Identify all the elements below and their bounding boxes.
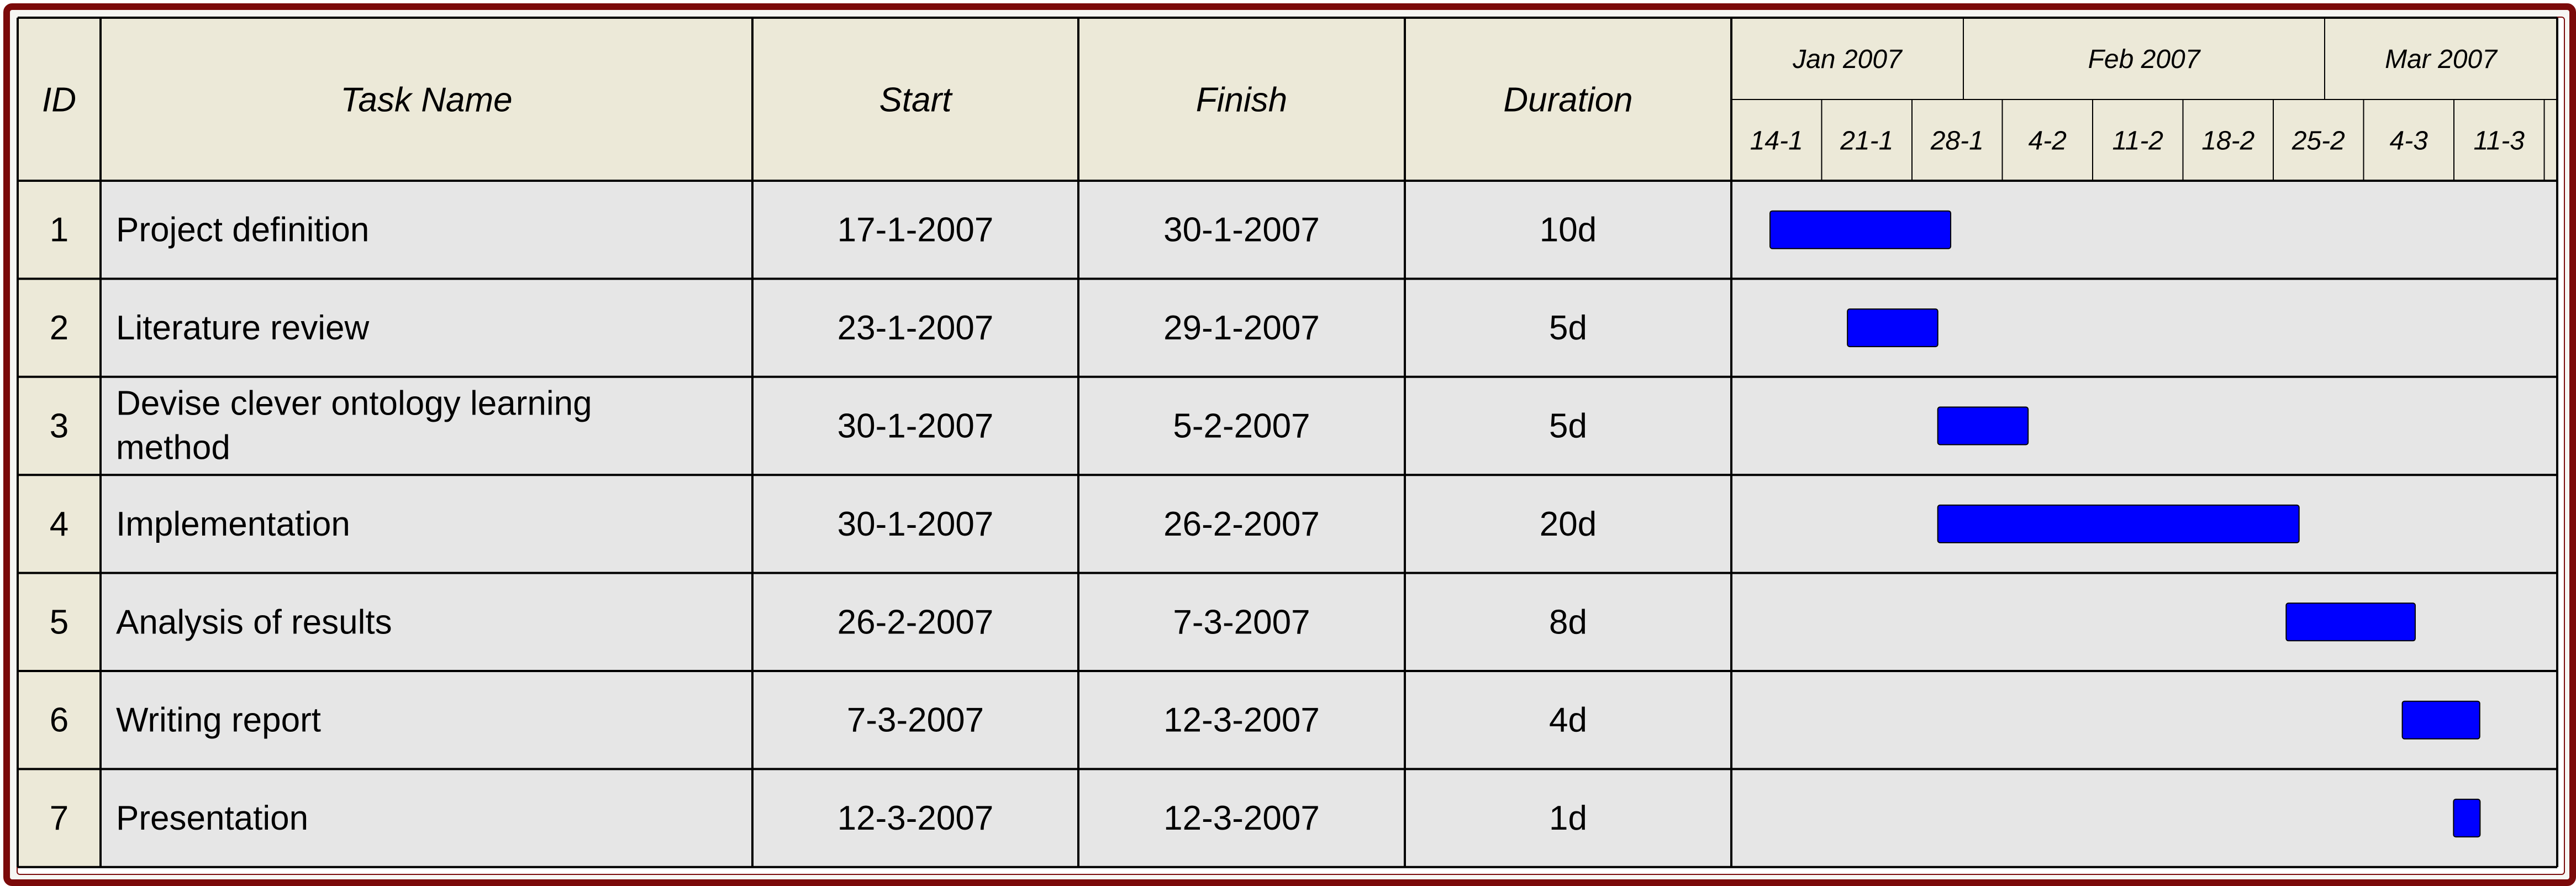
task-id: 7 <box>50 799 69 837</box>
header-start: Start <box>879 81 954 119</box>
week-tick-label: 18-2 <box>2201 127 2254 156</box>
task-finish: 12-3-2007 <box>1163 701 1320 740</box>
task-name: Devise clever ontology learning <box>116 385 592 423</box>
week-tick-label: 25-2 <box>2291 127 2345 156</box>
task-id: 6 <box>50 701 69 740</box>
task-duration: 10d <box>1540 211 1597 249</box>
month-label: Feb 2007 <box>2088 45 2201 74</box>
task-id: 4 <box>50 505 69 543</box>
task-name: Writing report <box>116 701 321 740</box>
header-finish: Finish <box>1196 81 1287 119</box>
week-tick-label: 4-2 <box>2029 127 2067 156</box>
task-finish: 12-3-2007 <box>1163 799 1320 837</box>
task-duration: 5d <box>1549 407 1587 445</box>
gantt-bar <box>2401 700 2480 740</box>
task-duration: 1d <box>1549 799 1587 837</box>
task-finish: 26-2-2007 <box>1163 505 1320 543</box>
header-duration: Duration <box>1503 81 1632 119</box>
task-name: method <box>116 429 230 467</box>
task-name: Presentation <box>116 799 308 837</box>
header-task-name: Task Name <box>340 81 512 119</box>
task-name: Literature review <box>116 309 370 347</box>
task-name: Analysis of results <box>116 603 392 641</box>
id-column-background <box>18 181 101 867</box>
task-name: Project definition <box>116 211 369 249</box>
week-tick-label: 21-1 <box>1840 127 1893 156</box>
week-tick-label: 14-1 <box>1750 127 1803 156</box>
task-duration: 8d <box>1549 603 1587 641</box>
task-duration: 20d <box>1540 505 1597 543</box>
gantt-bar <box>1937 406 2029 445</box>
task-start: 30-1-2007 <box>837 407 994 445</box>
task-start: 26-2-2007 <box>837 603 994 641</box>
gantt-bar <box>2453 799 2481 838</box>
task-finish: 7-3-2007 <box>1173 603 1310 641</box>
task-finish: 5-2-2007 <box>1173 407 1310 445</box>
month-label: Mar 2007 <box>2385 45 2498 74</box>
week-tick-label: 11-3 <box>2473 127 2525 156</box>
task-start: 30-1-2007 <box>837 505 994 543</box>
task-finish: 29-1-2007 <box>1163 309 1320 347</box>
gantt-bar <box>2285 602 2416 642</box>
gantt-bar <box>1937 504 2300 543</box>
gantt-bar <box>1769 210 1952 249</box>
week-tick-label: 28-1 <box>1930 127 1984 156</box>
task-start: 17-1-2007 <box>837 211 994 249</box>
task-start: 7-3-2007 <box>847 701 984 740</box>
task-duration: 5d <box>1549 309 1587 347</box>
gantt-bar <box>1847 308 1938 348</box>
task-duration: 4d <box>1549 701 1587 740</box>
task-id: 1 <box>50 211 69 249</box>
task-name: Implementation <box>116 505 350 543</box>
header-id: ID <box>42 81 76 119</box>
week-tick-label: 4-3 <box>2390 127 2429 156</box>
task-finish: 30-1-2007 <box>1163 211 1320 249</box>
task-id: 2 <box>50 309 69 347</box>
task-start: 12-3-2007 <box>837 799 994 837</box>
month-label: Jan 2007 <box>1792 45 1903 74</box>
task-start: 23-1-2007 <box>837 309 994 347</box>
task-id: 3 <box>50 407 69 445</box>
task-id: 5 <box>50 603 69 641</box>
week-tick-label: 11-2 <box>2112 127 2163 156</box>
